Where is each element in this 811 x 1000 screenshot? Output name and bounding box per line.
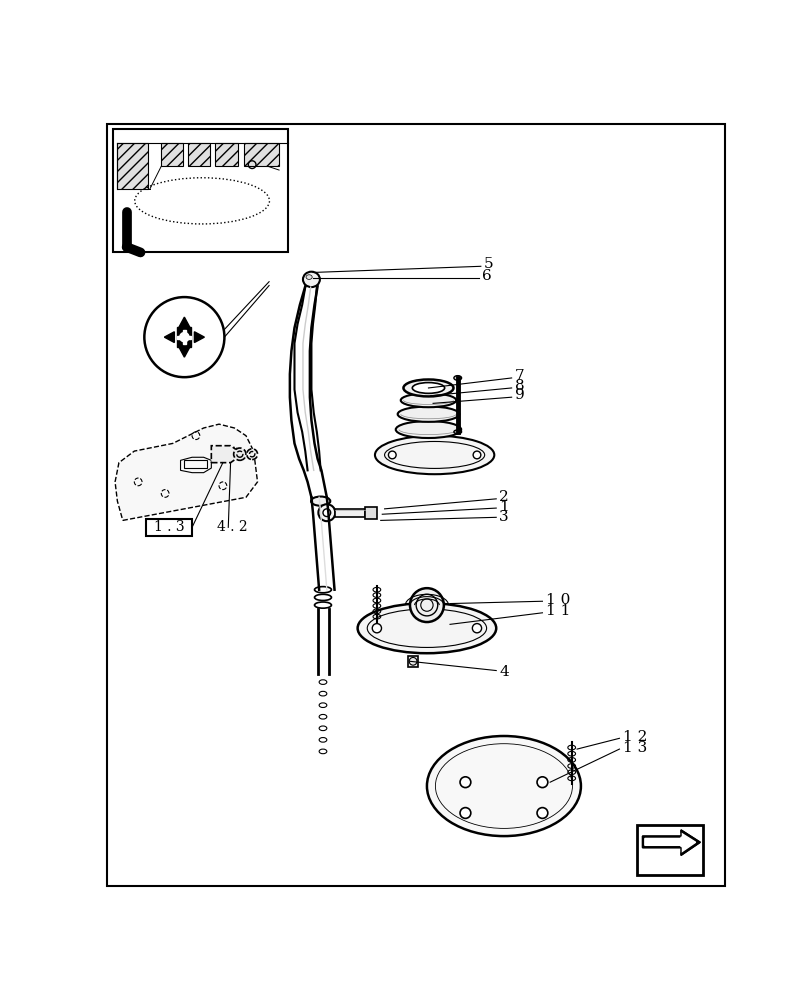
Ellipse shape (412, 383, 444, 393)
Text: 8: 8 (514, 379, 524, 393)
Polygon shape (115, 424, 257, 520)
Circle shape (460, 777, 470, 788)
Text: 4 . 2: 4 . 2 (217, 520, 248, 534)
Bar (113, 129, 288, 252)
Text: 9: 9 (514, 388, 524, 402)
Polygon shape (644, 833, 695, 852)
Ellipse shape (397, 406, 459, 422)
Text: 6: 6 (481, 269, 491, 283)
Text: 7: 7 (514, 369, 524, 383)
Text: 5: 5 (483, 257, 493, 271)
Circle shape (410, 588, 444, 622)
Text: 2: 2 (499, 490, 508, 504)
Circle shape (460, 808, 470, 818)
Text: 3: 3 (499, 510, 508, 524)
Ellipse shape (306, 275, 311, 279)
Bar (637, 825, 702, 875)
Ellipse shape (403, 379, 453, 396)
Circle shape (318, 504, 335, 521)
Text: 1 . 3: 1 . 3 (153, 520, 184, 534)
Ellipse shape (427, 736, 580, 836)
Bar (364, 507, 376, 519)
Ellipse shape (247, 449, 257, 460)
Bar (182, 330, 186, 344)
Text: 1 0: 1 0 (545, 593, 569, 607)
Polygon shape (178, 317, 190, 327)
Ellipse shape (375, 436, 494, 474)
Text: 1 1: 1 1 (545, 604, 569, 618)
Ellipse shape (453, 376, 461, 380)
Text: 1 2: 1 2 (622, 730, 646, 744)
Bar (407, 656, 418, 667)
Bar (161, 143, 182, 166)
Polygon shape (642, 830, 699, 855)
Bar (335, 509, 364, 517)
Bar (244, 143, 279, 166)
Ellipse shape (453, 430, 461, 434)
Circle shape (388, 451, 396, 459)
Circle shape (323, 509, 330, 517)
Circle shape (536, 777, 547, 788)
Ellipse shape (234, 448, 246, 460)
Circle shape (472, 624, 481, 633)
Ellipse shape (303, 272, 320, 287)
Polygon shape (194, 332, 204, 343)
Ellipse shape (311, 497, 330, 506)
Ellipse shape (357, 603, 496, 653)
Bar (146, 519, 192, 536)
Circle shape (473, 451, 480, 459)
Bar (188, 143, 209, 166)
Bar (118, 143, 148, 189)
Polygon shape (178, 347, 190, 357)
Circle shape (179, 333, 189, 342)
Ellipse shape (137, 249, 144, 256)
Ellipse shape (401, 393, 456, 407)
Polygon shape (164, 332, 174, 343)
Bar (178, 327, 191, 347)
Bar (178, 336, 191, 339)
Ellipse shape (395, 421, 461, 438)
Text: 1 3: 1 3 (622, 741, 646, 755)
Bar (215, 143, 238, 166)
Circle shape (536, 808, 547, 818)
Text: 4: 4 (499, 665, 508, 679)
Bar (184, 460, 208, 468)
Text: 1: 1 (499, 500, 508, 514)
Polygon shape (211, 446, 238, 463)
Circle shape (371, 624, 381, 633)
